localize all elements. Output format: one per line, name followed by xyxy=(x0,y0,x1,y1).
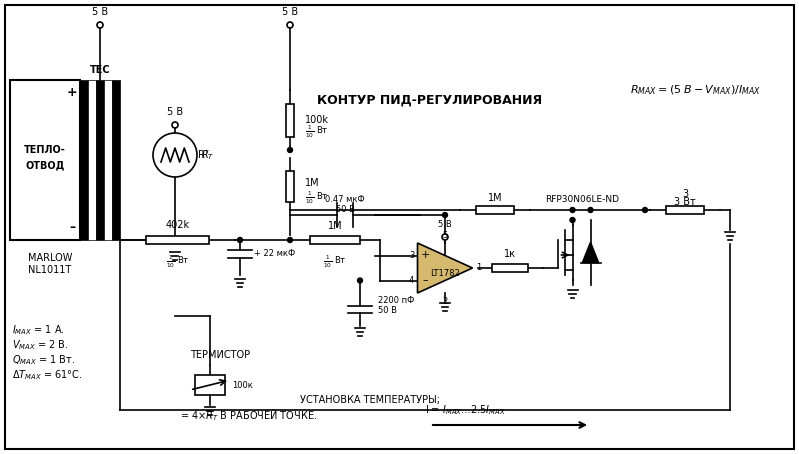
Text: 4: 4 xyxy=(409,276,414,285)
Text: КОНТУР ПИД-РЕГУЛИРОВАНИЯ: КОНТУР ПИД-РЕГУЛИРОВАНИЯ xyxy=(317,94,543,107)
Circle shape xyxy=(570,207,575,212)
Bar xyxy=(96,80,104,240)
Text: 5 В: 5 В xyxy=(282,7,298,17)
Text: = 4×$R_T$ В РАБОЧЕЙ ТОЧКЕ.: = 4×$R_T$ В РАБОЧЕЙ ТОЧКЕ. xyxy=(180,407,317,423)
Circle shape xyxy=(357,278,363,283)
Text: $\frac{1}{10}$ Вт: $\frac{1}{10}$ Вт xyxy=(305,124,328,140)
Circle shape xyxy=(288,237,292,242)
Text: 1М: 1М xyxy=(487,193,503,203)
Text: ТЕПЛО-: ТЕПЛО- xyxy=(24,145,66,155)
Bar xyxy=(475,206,515,214)
Text: +: + xyxy=(421,251,430,261)
Polygon shape xyxy=(418,243,472,293)
Circle shape xyxy=(442,234,448,240)
Circle shape xyxy=(570,217,575,222)
Text: I = $I_{MAX}$…2.5$I_{MAX}$: I = $I_{MAX}$…2.5$I_{MAX}$ xyxy=(425,403,506,417)
Bar xyxy=(195,375,225,395)
Text: УСТАНОВКА ТЕМПЕРАТУРЫ;: УСТАНОВКА ТЕМПЕРАТУРЫ; xyxy=(300,395,440,405)
Text: NL1011T: NL1011T xyxy=(29,265,72,275)
Bar xyxy=(492,264,528,272)
Text: $\Delta T_{MAX}$ = 61°С.: $\Delta T_{MAX}$ = 61°С. xyxy=(12,368,82,382)
Bar xyxy=(80,80,88,240)
Text: 402k: 402k xyxy=(165,220,189,230)
Bar xyxy=(88,80,96,240)
Text: 100k: 100k xyxy=(305,115,329,125)
Text: –: – xyxy=(423,276,428,286)
Polygon shape xyxy=(582,242,598,262)
Bar xyxy=(310,236,360,244)
Text: $\frac{1}{10}$ Вт: $\frac{1}{10}$ Вт xyxy=(323,254,347,270)
Text: 5 В: 5 В xyxy=(92,7,108,17)
Text: 1к: 1к xyxy=(504,249,516,259)
Text: 3: 3 xyxy=(409,251,414,260)
Bar xyxy=(666,206,704,214)
Text: $\frac{1}{10}$ Вт: $\frac{1}{10}$ Вт xyxy=(305,190,328,206)
Text: 50 В: 50 В xyxy=(378,306,397,315)
Text: 5 В: 5 В xyxy=(438,220,452,229)
Circle shape xyxy=(288,148,292,153)
Text: 5 В: 5 В xyxy=(167,107,183,117)
Bar xyxy=(112,80,120,240)
Bar xyxy=(146,236,209,244)
Text: $I_{MAX}$ = 1 А.: $I_{MAX}$ = 1 А. xyxy=(12,323,65,337)
Text: 0.47 мкФ: 0.47 мкФ xyxy=(325,196,365,204)
Text: 2: 2 xyxy=(443,296,447,306)
Text: ТЕРМИСТОР: ТЕРМИСТОР xyxy=(190,350,250,360)
Text: LT1782: LT1782 xyxy=(430,268,460,277)
Text: $V_{MAX}$ = 2 В.: $V_{MAX}$ = 2 В. xyxy=(12,338,69,352)
Text: 2200 пФ: 2200 пФ xyxy=(378,296,415,305)
Text: $R_T$: $R_T$ xyxy=(201,148,214,162)
Circle shape xyxy=(287,22,293,28)
Text: 50 В: 50 В xyxy=(336,206,355,214)
Circle shape xyxy=(153,133,197,177)
Text: 1М: 1М xyxy=(328,221,342,231)
Text: + 22 мкФ: + 22 мкФ xyxy=(254,250,296,258)
Bar xyxy=(286,171,294,202)
Circle shape xyxy=(588,207,593,212)
Circle shape xyxy=(443,212,447,217)
Text: $R_{MAX} = (5\;В - V_{MAX})/I_{MAX}$: $R_{MAX} = (5\;В - V_{MAX})/I_{MAX}$ xyxy=(630,83,761,97)
Text: 3: 3 xyxy=(682,189,688,199)
Text: 3 Вт: 3 Вт xyxy=(674,197,696,207)
Circle shape xyxy=(237,237,243,242)
Text: ТЕС: ТЕС xyxy=(89,65,110,75)
Bar xyxy=(286,104,294,137)
Text: $Q_{MAX}$ = 1 Вт.: $Q_{MAX}$ = 1 Вт. xyxy=(12,353,75,367)
Bar xyxy=(10,80,80,240)
Text: 100к: 100к xyxy=(232,380,252,390)
Text: RFP30N06LE-ND: RFP30N06LE-ND xyxy=(546,196,619,204)
Text: +: + xyxy=(66,85,78,99)
Text: 1: 1 xyxy=(476,263,481,272)
Text: ОТВОД: ОТВОД xyxy=(26,160,65,170)
Text: MARLOW: MARLOW xyxy=(28,253,72,263)
Text: –: – xyxy=(69,222,75,235)
Text: 5: 5 xyxy=(443,231,447,240)
Bar xyxy=(104,80,112,240)
Text: $\frac{1}{10}$ Вт: $\frac{1}{10}$ Вт xyxy=(165,254,189,270)
Circle shape xyxy=(642,207,647,212)
Text: 1М: 1М xyxy=(305,178,320,188)
Circle shape xyxy=(172,122,178,128)
Text: Rᵀ: Rᵀ xyxy=(197,150,209,160)
Circle shape xyxy=(97,22,103,28)
